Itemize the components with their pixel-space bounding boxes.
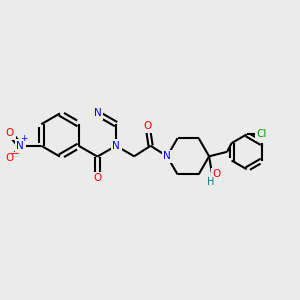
Text: +: + [20,134,28,143]
Text: N: N [94,108,101,118]
Text: N: N [163,151,171,161]
Text: O: O [93,173,101,183]
Text: O: O [212,169,221,179]
Text: O: O [6,153,14,164]
Text: H: H [207,177,214,187]
Text: −: − [11,149,20,159]
Text: O: O [143,121,152,131]
Text: O: O [6,128,14,138]
Text: N: N [112,141,120,151]
Text: Cl: Cl [256,129,267,140]
Text: N: N [16,141,24,151]
